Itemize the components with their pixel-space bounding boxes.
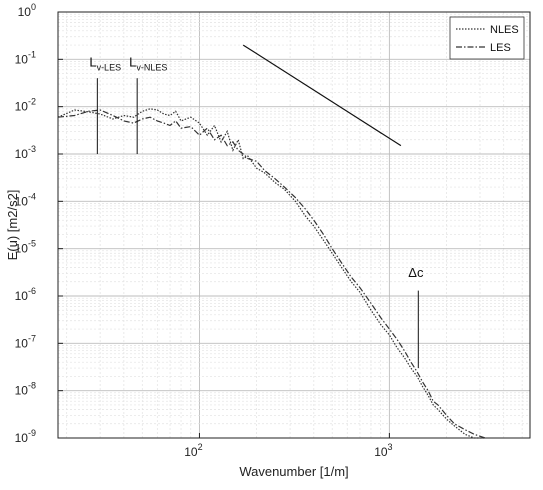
vertical-markers [96,78,419,369]
series-line-nles [57,108,486,439]
x-tick-exponent: 2 [198,442,203,452]
plot-frame [57,11,531,439]
y-tick-exponent: -7 [28,333,36,343]
reference-slope-line [242,44,402,147]
legend: NLES LES [449,16,525,60]
y-tick-exponent: -8 [28,381,36,391]
y-axis-label: E(u) [m2/s2] [5,190,20,261]
y-tick-exponent: -2 [28,97,36,107]
y-tick-exponent: -4 [28,191,36,201]
legend-label-nles: NLES [490,24,519,36]
x-axis-label: Wavenumber [1/m] [239,464,348,479]
y-tick-exponent: -9 [28,428,36,438]
y-tick-exponent: -1 [28,49,36,59]
y-tick-exponent: -6 [28,286,36,296]
annotation-subscript: v-NLES [136,63,167,73]
y-tick-exponent: 0 [31,2,36,12]
y-tick-exponent: -3 [28,144,36,154]
series-line-les [57,109,486,439]
series-lines [57,108,486,439]
annotation-subscript: v-LES [97,63,122,73]
x-tick-exponent: 3 [388,442,393,452]
legend-label-les: LES [490,42,511,54]
y-tick-exponent: -5 [28,239,36,249]
reference-slope-segment [242,44,402,147]
legend-box [449,16,525,60]
annotation-3: Δc [408,265,424,280]
